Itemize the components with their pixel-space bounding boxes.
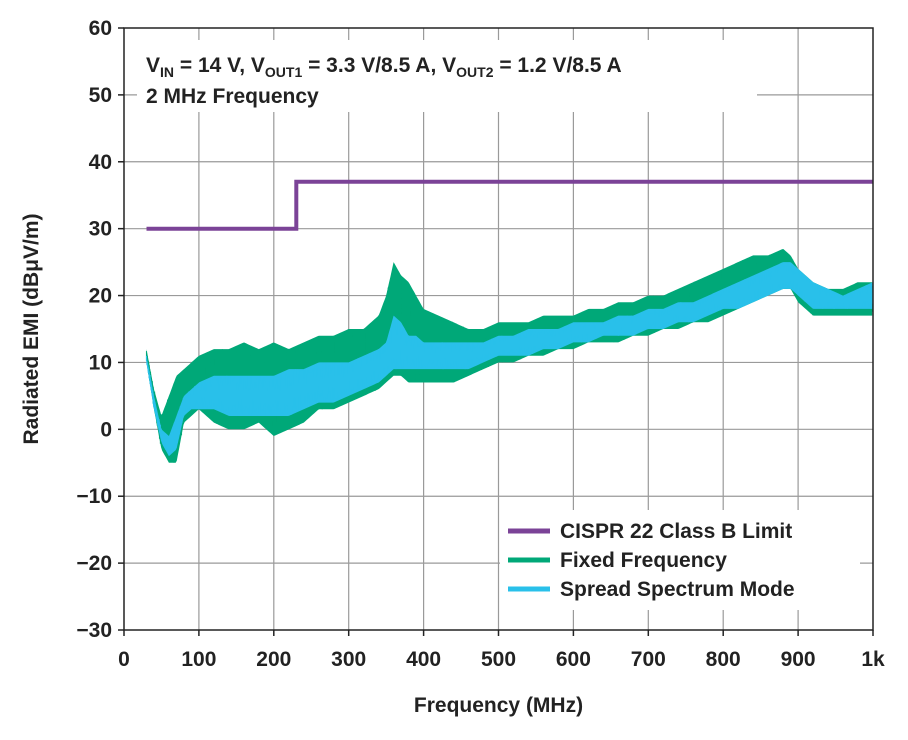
x-tick-label: 600: [556, 648, 591, 671]
y-tick-label: −10: [76, 485, 112, 508]
series-spread-spectrum-mode: [145, 262, 873, 457]
x-tick-label: 700: [631, 648, 666, 671]
y-axis-ticks: −30 −20 −10 0 10 20 30 40 50 60: [76, 17, 124, 642]
series-layer: [145, 179, 873, 463]
x-tick-label: 1k: [861, 648, 885, 671]
x-tick-label: 800: [706, 648, 741, 671]
annotation-subscript: OUT2: [456, 64, 494, 80]
series-cispr-22-class-b-limit: [146, 179, 873, 231]
legend-label: Spread Spectrum Mode: [560, 578, 795, 601]
annotation-text: = 1.2 V/8.5 A: [493, 54, 621, 77]
y-axis-label: Radiated EMI (dBμV/m): [20, 213, 43, 444]
annotation-box: VIN = 14 V, VOUT1 = 3.3 V/8.5 A, VOUT2 =…: [137, 40, 757, 112]
x-tick-label: 200: [256, 648, 291, 671]
y-tick-label: 20: [89, 285, 112, 308]
annotation-subscript: OUT1: [265, 64, 303, 80]
y-tick-label: 50: [89, 84, 112, 107]
x-axis-ticks: 0 100 200 300 400 500 600 700 800 900 1k: [118, 630, 885, 671]
annotation-subscript: IN: [160, 64, 174, 80]
y-tick-label: 30: [89, 218, 112, 241]
x-tick-label: 0: [118, 648, 130, 671]
series-trace: [145, 262, 873, 455]
annotation-text: = 3.3 V/8.5 A, V: [302, 54, 456, 77]
annotation-background: [137, 40, 757, 112]
x-tick-label: 100: [181, 648, 216, 671]
y-tick-label: 40: [89, 151, 112, 174]
legend: CISPR 22 Class B Limit Fixed Frequency Spr…: [500, 510, 860, 610]
annotation-text: V: [146, 54, 160, 77]
y-tick-label: −20: [76, 552, 112, 575]
y-tick-label: 0: [100, 418, 112, 441]
plot-area: [145, 179, 873, 463]
annotation-text: = 14 V, V: [174, 54, 265, 77]
legend-background: [500, 510, 860, 610]
annotation-line-2: 2 MHz Frequency: [146, 85, 319, 108]
y-tick-label: 60: [89, 17, 112, 40]
x-tick-label: 400: [406, 648, 441, 671]
legend-label: CISPR 22 Class B Limit: [560, 520, 792, 543]
y-tick-label: −30: [76, 619, 112, 642]
x-tick-label: 900: [781, 648, 816, 671]
legend-label: Fixed Frequency: [560, 549, 727, 572]
x-tick-label: 300: [331, 648, 366, 671]
y-tick-label: 10: [89, 351, 112, 374]
x-tick-label: 500: [481, 648, 516, 671]
annotation-line-1: VIN = 14 V, VOUT1 = 3.3 V/8.5 A, VOUT2 =…: [146, 54, 622, 80]
x-axis-label: Frequency (MHz): [414, 694, 583, 717]
